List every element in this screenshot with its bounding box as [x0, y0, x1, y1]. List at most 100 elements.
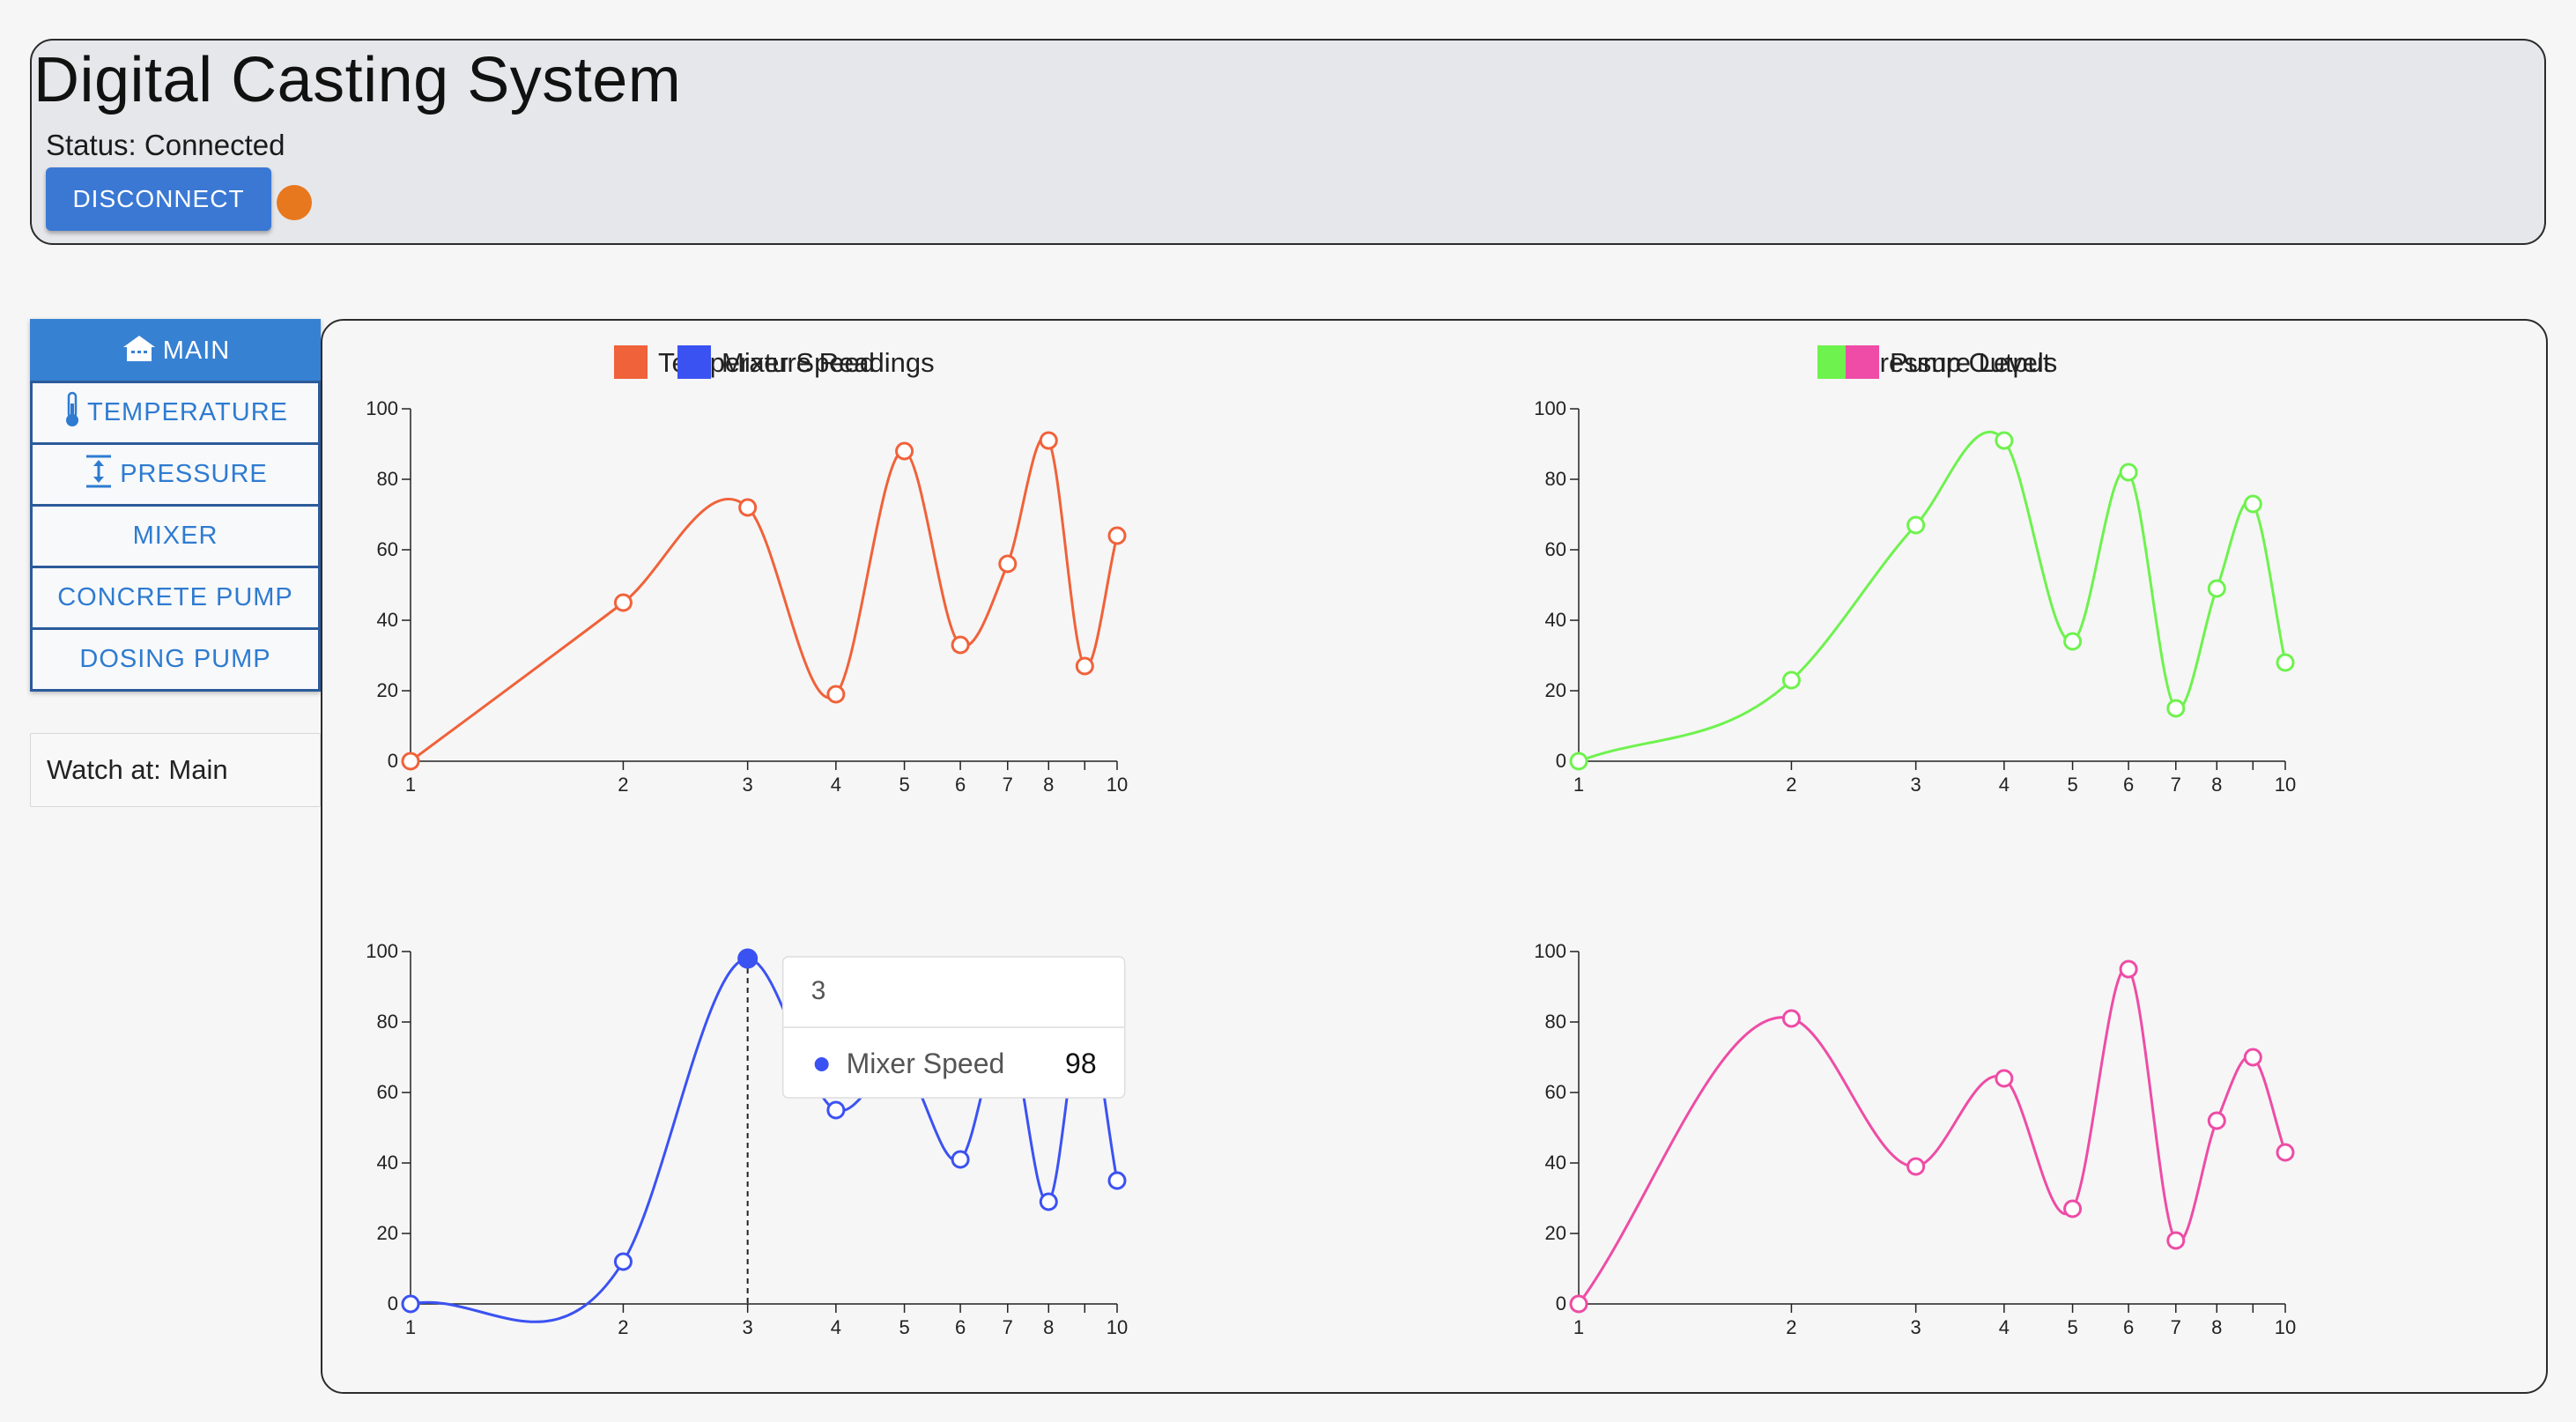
x-tick-label: 6 [955, 774, 966, 796]
data-point [401, 752, 420, 771]
x-tick-label: 3 [743, 1316, 753, 1338]
status-indicator-dot [277, 185, 312, 220]
x-tick-label: 4 [831, 1316, 841, 1338]
chart-title: Pressure Levels [1862, 347, 2057, 378]
data-point [1906, 515, 1926, 535]
thermometer-icon [63, 391, 82, 435]
y-tick-label: 80 [1545, 1011, 1566, 1033]
sidebar-item-label: TEMPERATURE [87, 398, 288, 426]
data-point [2207, 579, 2226, 598]
watch-indicator: Watch at: Main [30, 733, 321, 807]
x-tick-label: 7 [2171, 1316, 2181, 1338]
data-point [951, 1150, 970, 1169]
data-point [2276, 653, 2295, 672]
y-tick-label: 100 [366, 940, 398, 962]
x-tick-label: 1 [405, 774, 416, 796]
app-header: Digital Casting System Status: Connected… [30, 39, 2546, 245]
disconnect-button[interactable]: DISCONNECT [46, 167, 271, 231]
legend-swatch [1846, 345, 1879, 379]
x-tick-label: 1 [405, 1316, 416, 1338]
tooltip-series-dot [814, 1057, 829, 1071]
x-tick-label: 3 [743, 774, 753, 796]
data-point [1906, 1157, 1926, 1176]
data-point [2243, 494, 2262, 514]
data-point [1569, 1294, 1588, 1314]
y-tick-label: 80 [1545, 468, 1566, 490]
legend-swatch [614, 345, 648, 379]
data-point [401, 1294, 420, 1314]
data-point [2207, 1111, 2226, 1130]
sidebar-item-label: DOSING PUMP [79, 645, 271, 673]
sidebar-nav: MAIN TEMPERATURE PRESSURE MIXER CONCRETE [30, 319, 321, 692]
sidebar-item-dosing-pump[interactable]: DOSING PUMP [30, 627, 321, 692]
x-tick-label: 1 [1573, 1316, 1584, 1338]
connection-status: Status: Connected [46, 129, 285, 161]
sidebar-item-mixer[interactable]: MIXER [30, 504, 321, 568]
legend-swatch [677, 345, 711, 379]
x-tick-label: 5 [2067, 774, 2077, 796]
x-tick-label: 6 [955, 1316, 966, 1338]
x-tick-label: 3 [1911, 774, 1921, 796]
sidebar-item-label: PRESSURE [120, 460, 268, 488]
x-tick-label: 2 [1786, 774, 1796, 796]
y-tick-label: 100 [366, 397, 398, 419]
chart-title: Pump Output [1890, 347, 2051, 378]
data-point [826, 1100, 846, 1120]
sidebar-item-main[interactable]: MAIN [30, 319, 321, 383]
y-tick-label: 20 [1545, 1222, 1566, 1244]
chart-title: Mixer Speed [722, 347, 875, 378]
x-tick-label: 5 [899, 1316, 909, 1338]
y-tick-label: 60 [377, 538, 398, 560]
sidebar-item-concrete-pump[interactable]: CONCRETE PUMP [30, 566, 321, 630]
x-tick-label: 4 [1999, 774, 2010, 796]
y-tick-label: 100 [1534, 397, 1566, 419]
x-tick-label: 8 [1043, 1316, 1054, 1338]
y-tick-label: 80 [377, 468, 398, 490]
x-tick-label: 1 [1573, 774, 1584, 796]
data-point [2166, 1231, 2186, 1250]
data-point [1039, 431, 1058, 450]
tooltip-title: 3 [811, 976, 826, 1005]
x-tick-label: 8 [1043, 774, 1054, 796]
sidebar-item-pressure[interactable]: PRESSURE [30, 442, 321, 507]
y-tick-label: 40 [1545, 609, 1566, 631]
x-tick-label: 10 [2275, 774, 2296, 796]
x-tick-label: 5 [899, 774, 909, 796]
y-tick-label: 20 [377, 679, 398, 701]
y-tick-label: 20 [1545, 679, 1566, 701]
y-tick-label: 0 [1556, 750, 1566, 772]
x-tick-label: 6 [2123, 1316, 2134, 1338]
home-icon [121, 333, 158, 370]
pressure-icon [83, 454, 115, 496]
x-tick-label: 10 [2275, 1316, 2296, 1338]
sidebar-item-temperature[interactable]: TEMPERATURE [30, 381, 321, 445]
data-point [1107, 1171, 1127, 1190]
sidebar-item-label: MIXER [132, 522, 218, 550]
y-tick-label: 60 [377, 1081, 398, 1103]
y-tick-label: 60 [1545, 1081, 1566, 1103]
chart-2: Pressure Levels 0 20 40 60 80 100 1 2 3 4 5 6 7 8 10 [1534, 345, 2296, 796]
x-tick-label: 7 [2171, 774, 2181, 796]
data-point [613, 593, 633, 612]
x-tick-label: 8 [2211, 774, 2222, 796]
x-tick-label: 4 [1999, 1316, 2010, 1338]
data-point [2243, 1048, 2262, 1067]
x-tick-label: 7 [1003, 1316, 1013, 1338]
data-point [1995, 1069, 2014, 1088]
y-tick-label: 0 [388, 1292, 398, 1315]
app-title: Digital Casting System [33, 45, 682, 115]
y-tick-label: 80 [377, 1011, 398, 1033]
sidebar-item-label: MAIN [162, 337, 231, 365]
y-tick-label: 100 [1534, 940, 1566, 962]
y-tick-label: 40 [1545, 1152, 1566, 1174]
x-tick-label: 2 [618, 774, 628, 796]
series-line [410, 435, 1119, 763]
data-point [1995, 431, 2014, 450]
data-point [1569, 752, 1588, 771]
data-point [738, 498, 758, 517]
data-point [2063, 632, 2083, 651]
data-point [2119, 463, 2138, 482]
data-point [1039, 1192, 1058, 1211]
data-point [998, 554, 1018, 574]
